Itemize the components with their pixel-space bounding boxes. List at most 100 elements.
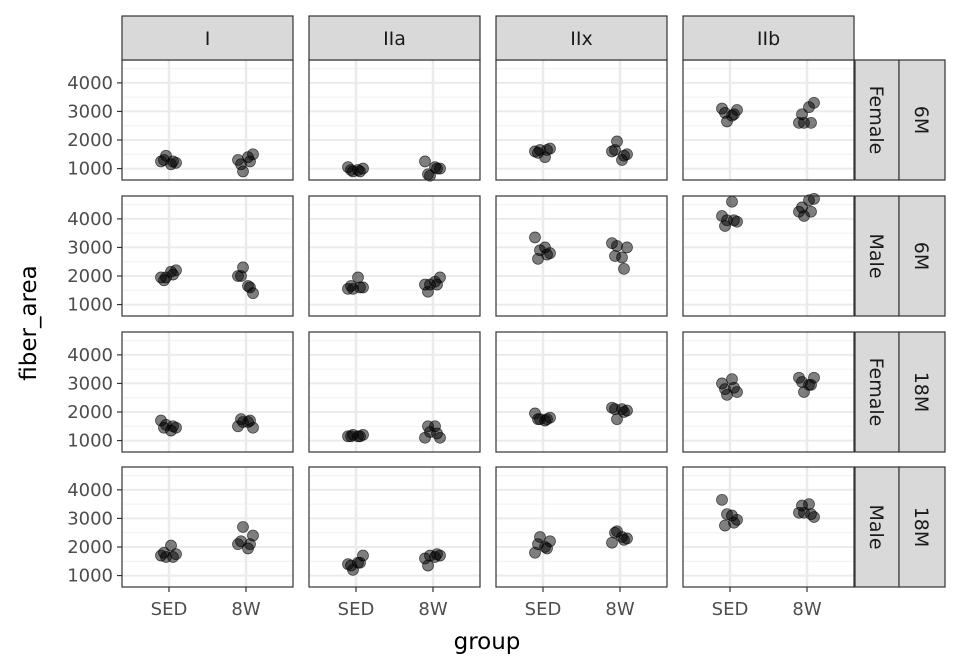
panel (682, 192, 855, 317)
panel-border (308, 331, 481, 453)
row-strip-sex-label: Male (865, 233, 887, 278)
data-point (167, 420, 179, 433)
data-point (422, 559, 434, 572)
data-point (808, 96, 820, 109)
panel-background (683, 60, 854, 180)
panel-border (121, 195, 294, 317)
panel (308, 59, 481, 182)
data-point (618, 533, 630, 546)
panel-border (308, 466, 481, 588)
x-axis-ticks: SED 8W SED 8W SED 8W SED 8W (151, 587, 822, 620)
data-point (237, 521, 249, 533)
y-axis-title: fiber_area (16, 265, 42, 380)
y-tick-label: 3000 (67, 373, 113, 394)
data-point (541, 413, 553, 426)
row-strip-age-label: 6M (910, 106, 932, 134)
panel (121, 466, 294, 588)
data-point (805, 378, 817, 391)
row-strip-age-label: 6M (910, 242, 932, 270)
data-point (431, 427, 443, 440)
x-tick-label: 8W (231, 599, 260, 620)
y-tick-label: 1000 (67, 566, 113, 587)
y-tick-label: 4000 (67, 480, 113, 501)
col-strip-3: IIb (682, 15, 855, 61)
data-point (805, 116, 817, 129)
panel (308, 466, 481, 588)
col-strip-label: IIb (757, 28, 780, 50)
data-point (621, 241, 633, 254)
data-point (808, 192, 820, 205)
panel-border (121, 331, 294, 453)
col-strip-label: IIa (383, 28, 406, 50)
data-point (244, 281, 256, 294)
panel-border (495, 466, 668, 588)
y-tick-label: 4000 (67, 345, 113, 366)
panel-background (496, 467, 667, 587)
row-strip-sex-label: Female (865, 86, 887, 155)
panel-border (308, 195, 481, 317)
y-tick-label: 2000 (67, 537, 113, 558)
x-tick-label: SED (151, 599, 188, 620)
data-point (422, 285, 434, 298)
column-strips: I IIa IIx IIb (121, 15, 855, 61)
row-strip-sex-label: Female (865, 358, 887, 427)
data-point (354, 556, 366, 569)
data-point (719, 220, 731, 232)
row-strip-2: Female 18M (854, 331, 946, 453)
y-tick-label: 1000 (67, 295, 113, 316)
panel (495, 59, 668, 181)
col-strip-1: IIa (308, 15, 481, 61)
panel-background (496, 332, 667, 452)
data-point (431, 278, 443, 291)
panel-background (309, 196, 480, 316)
panel-border (495, 331, 668, 453)
data-point (618, 406, 630, 418)
data-point (726, 195, 738, 208)
panel (121, 59, 294, 181)
data-point (354, 281, 366, 294)
panel-border (495, 195, 668, 317)
x-tick-label: 8W (605, 599, 634, 620)
data-point (235, 270, 247, 282)
panel-background (122, 467, 293, 587)
x-tick-label: SED (525, 599, 562, 620)
data-point (354, 430, 366, 443)
panel-background (122, 196, 293, 316)
x-tick-label: 8W (792, 599, 821, 620)
panel-border (682, 466, 855, 588)
data-point (244, 155, 256, 168)
y-tick-label: 4000 (67, 73, 113, 94)
panel (682, 59, 855, 181)
panel (308, 331, 481, 453)
data-point (618, 262, 630, 275)
panel-background (496, 196, 667, 316)
panel (308, 195, 481, 317)
data-point (618, 149, 630, 162)
panel-background (122, 332, 293, 452)
data-point (609, 250, 621, 262)
row-strip-sex-label: Male (865, 504, 887, 549)
col-strip-0: I (121, 15, 294, 61)
data-point (541, 248, 553, 261)
row-strip-age-label: 18M (910, 507, 932, 548)
col-strip-label: IIx (570, 28, 592, 50)
row-strip-1: Male 6M (854, 195, 946, 317)
data-point (728, 108, 740, 121)
data-point (728, 516, 740, 529)
data-point (167, 155, 179, 168)
panel-border (121, 466, 294, 588)
x-tick-label: SED (712, 599, 749, 620)
panel-border (682, 195, 855, 317)
data-point (158, 274, 170, 287)
data-point (244, 414, 256, 427)
row-strip-0: Female 6M (854, 59, 946, 181)
y-tick-label: 3000 (67, 101, 113, 122)
data-point (728, 381, 740, 394)
panel (495, 466, 668, 588)
data-point (431, 162, 443, 175)
data-point (805, 508, 817, 521)
data-point (796, 108, 808, 121)
data-point (805, 205, 817, 218)
panel-background (683, 332, 854, 452)
